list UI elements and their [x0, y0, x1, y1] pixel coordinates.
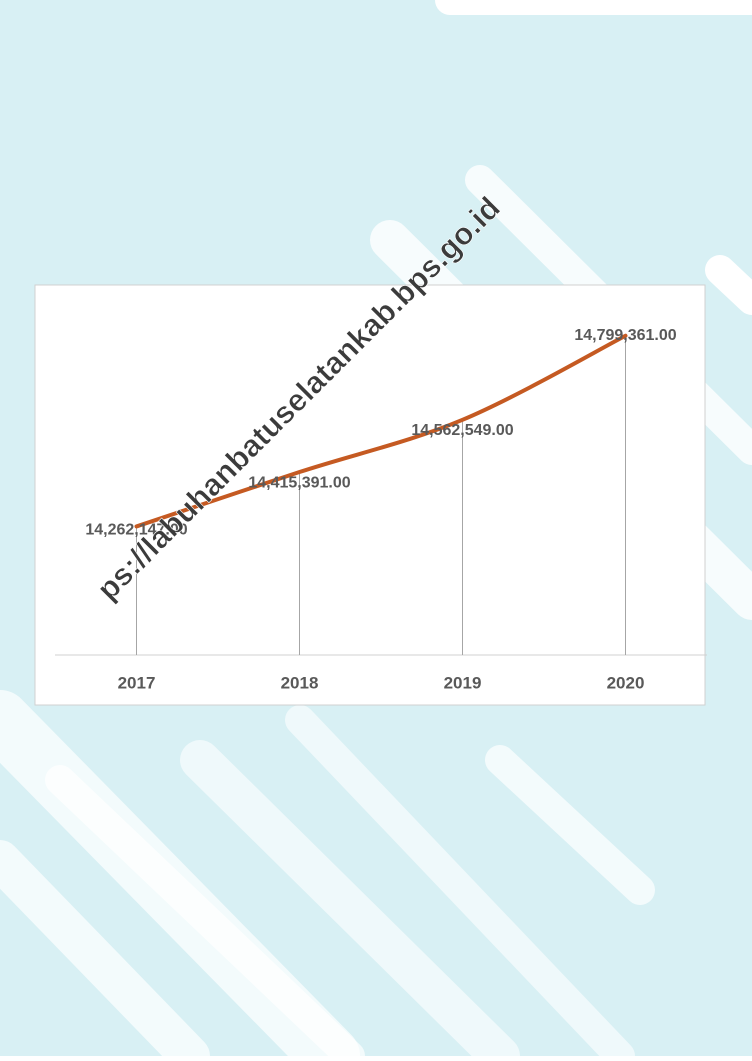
x-tick-label: 2017: [118, 673, 156, 692]
line: [134, 333, 628, 529]
x-tick-label: 2019: [444, 673, 482, 692]
data-label: 14,415,391.00: [248, 474, 350, 491]
x-tick-label: 2018: [281, 673, 319, 692]
plot: 2017 2018 2019 2020 14,262,147.00 14,415,391.…: [55, 327, 707, 692]
data-label: 14,799,361.00: [574, 327, 676, 344]
x-tick-label: 2020: [607, 673, 645, 692]
data-label: 14,562,549.00: [411, 422, 513, 439]
data-label: 14,262,147.00: [85, 522, 187, 539]
